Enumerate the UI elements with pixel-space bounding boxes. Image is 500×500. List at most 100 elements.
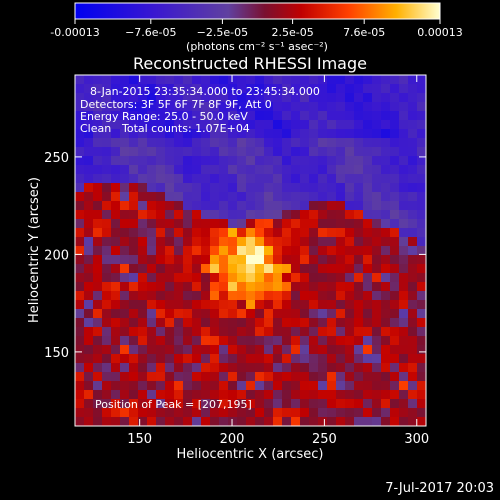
heatmap-cell: [138, 408, 148, 418]
heatmap-cell: [390, 201, 400, 211]
heatmap-cell: [102, 363, 112, 373]
heatmap-cell: [354, 84, 364, 94]
heatmap-cell: [165, 129, 175, 139]
heatmap-cell: [174, 102, 184, 112]
heatmap-cell: [84, 246, 94, 256]
heatmap-cell: [255, 219, 265, 229]
heatmap-cell: [219, 318, 229, 328]
heatmap-cell: [354, 120, 364, 130]
heatmap-cell: [318, 246, 328, 256]
heatmap-cell: [165, 93, 175, 103]
heatmap-cell: [291, 372, 301, 382]
heatmap-cell: [102, 93, 112, 103]
heatmap-cell: [237, 390, 247, 400]
heatmap-cell: [336, 183, 346, 193]
heatmap-cell: [138, 381, 148, 391]
heatmap-cell: [129, 291, 139, 301]
heatmap-cell: [381, 264, 391, 274]
heatmap-cell: [165, 318, 175, 328]
x-tick-label: 200: [220, 432, 245, 447]
heatmap-cell: [228, 264, 238, 274]
heatmap-cell: [246, 129, 256, 139]
heatmap-cell: [174, 201, 184, 211]
heatmap-cell: [228, 255, 238, 265]
heatmap-cell: [210, 138, 220, 148]
heatmap-cell: [138, 138, 148, 148]
heatmap-cell: [156, 111, 166, 121]
heatmap-cell: [417, 372, 426, 382]
heatmap-cell: [345, 291, 355, 301]
heatmap-cell: [93, 219, 103, 229]
heatmap-cell: [372, 246, 382, 256]
heatmap-cell: [327, 264, 337, 274]
heatmap-cell: [309, 102, 319, 112]
heatmap-cell: [93, 138, 103, 148]
heatmap-cell: [336, 129, 346, 139]
heatmap-cell: [372, 363, 382, 373]
heatmap-cell: [183, 183, 193, 193]
heatmap-cell: [372, 336, 382, 346]
heatmap-cell: [210, 327, 220, 337]
heatmap-cell: [93, 381, 103, 391]
heatmap-cell: [120, 399, 130, 409]
heatmap-cell: [399, 201, 409, 211]
heatmap-cell: [408, 93, 418, 103]
heatmap-cell: [120, 264, 130, 274]
heatmap-cell: [246, 84, 256, 94]
heatmap-cell: [291, 318, 301, 328]
heatmap-cell: [174, 318, 184, 328]
heatmap-cell: [372, 264, 382, 274]
heatmap-cell: [183, 408, 193, 418]
heatmap-cell: [93, 111, 103, 121]
heatmap-cell: [228, 390, 238, 400]
heatmap-cell: [111, 174, 121, 184]
heatmap-cell: [372, 84, 382, 94]
heatmap-cell: [192, 345, 202, 355]
heatmap-cell: [264, 111, 274, 121]
heatmap-cell: [417, 120, 426, 130]
heatmap-cell: [138, 309, 148, 319]
heatmap-cell: [318, 336, 328, 346]
heatmap-cell: [408, 255, 418, 265]
heatmap-cell: [399, 363, 409, 373]
heatmap-cell: [399, 264, 409, 274]
heatmap-cell: [210, 210, 220, 220]
heatmap-cell: [372, 372, 382, 382]
heatmap-cell: [219, 183, 229, 193]
heatmap-cell: [408, 291, 418, 301]
heatmap-cell: [75, 246, 85, 256]
heatmap-cell: [210, 120, 220, 130]
heatmap-cell: [201, 237, 211, 247]
heatmap-cell: [255, 183, 265, 193]
heatmap-cell: [210, 282, 220, 292]
heatmap-cell: [309, 93, 319, 103]
heatmap-cell: [327, 111, 337, 121]
heatmap-cell: [291, 291, 301, 301]
heatmap-cell: [372, 282, 382, 292]
heatmap-cell: [93, 390, 103, 400]
heatmap-cell: [354, 327, 364, 337]
x-tick-label: 150: [127, 432, 152, 447]
heatmap-cell: [390, 156, 400, 166]
heatmap-cell: [174, 165, 184, 175]
heatmap-cell: [336, 246, 346, 256]
heatmap-cell: [102, 399, 112, 409]
heatmap-cell: [336, 201, 346, 211]
heatmap-cell: [408, 309, 418, 319]
heatmap-cell: [174, 300, 184, 310]
heatmap-cell: [156, 264, 166, 274]
heatmap-cell: [408, 183, 418, 193]
heatmap-cell: [363, 210, 373, 220]
heatmap-cell: [336, 147, 346, 157]
heatmap-cell: [183, 363, 193, 373]
heatmap-cell: [363, 147, 373, 157]
heatmap-cell: [156, 291, 166, 301]
heatmap-cell: [300, 147, 310, 157]
heatmap-cell: [408, 300, 418, 310]
heatmap-cell: [354, 102, 364, 112]
heatmap-cell: [264, 165, 274, 175]
heatmap-cell: [408, 264, 418, 274]
heatmap-cell: [291, 390, 301, 400]
heatmap-cell: [255, 84, 265, 94]
heatmap-cell: [327, 219, 337, 229]
